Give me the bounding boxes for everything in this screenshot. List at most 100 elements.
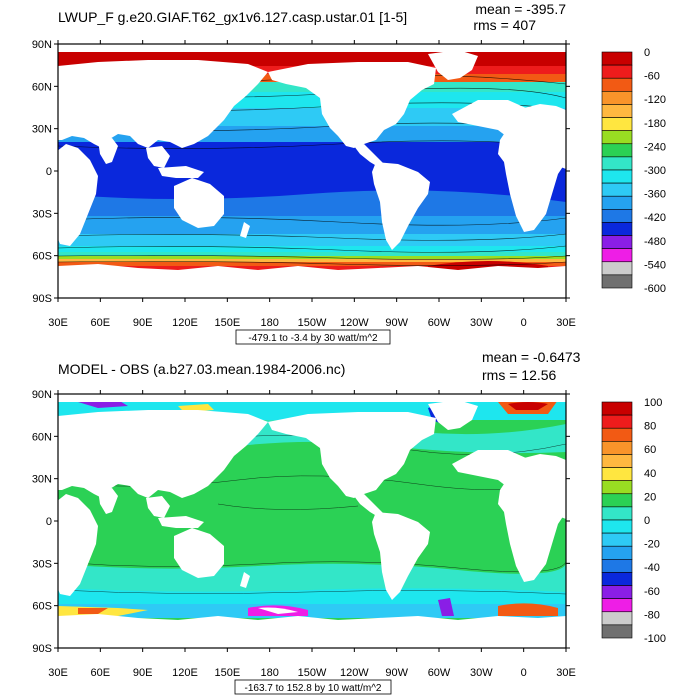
top-rms-label: rms = 407 xyxy=(473,17,536,33)
colorbar-swatch xyxy=(601,427,633,442)
colorbar-swatch xyxy=(601,493,633,508)
bottom-title: MODEL - OBS (a.b27.03.mean.1984-2006.nc) xyxy=(58,361,345,377)
colorbar-label: -480 xyxy=(644,236,666,248)
top-colorbar: 0 -60 -120 -180 -240 -300 -360 -420 -480 -540 -600 xyxy=(601,47,666,295)
colorbar-label: -180 xyxy=(644,118,666,130)
lat-tick-label: 30S xyxy=(32,208,52,220)
colorbar-label: -240 xyxy=(644,141,666,153)
lon-tick-label: 180 xyxy=(260,317,278,329)
lon-tick-label: 120W xyxy=(340,667,369,679)
lon-tick-label: 30W xyxy=(470,317,493,329)
colorbar-swatch xyxy=(601,545,633,560)
colorbar-label: 0 xyxy=(644,47,650,59)
colorbar-swatch xyxy=(601,235,633,249)
top-range-box: -479.1 to -3.4 by 30 watt/m^2 xyxy=(235,329,391,345)
colorbar-swatch xyxy=(601,195,633,210)
bottom-rms-label: rms = 12.56 xyxy=(482,367,557,383)
colorbar-swatch xyxy=(601,64,633,79)
colorbar-swatch xyxy=(601,51,633,66)
lat-tick-label: 60N xyxy=(32,81,52,93)
lon-tick-label: 120E xyxy=(172,317,198,329)
bottom-colorbar: 100 80 60 40 20 0 -20 -40 -60 -80 -100 xyxy=(601,397,666,645)
bottom-map xyxy=(58,394,566,648)
colorbar-swatch xyxy=(601,130,633,145)
lon-tick-label: 90E xyxy=(133,667,153,679)
lon-tick-label: 180 xyxy=(260,667,278,679)
bottom-axes: 90N 60N 30N 0 30S 60S 90S 30E 60E 90E 120E 150E 180 1… xyxy=(32,389,576,679)
colorbar-swatch xyxy=(601,441,633,455)
colorbar-swatch xyxy=(601,104,633,118)
colorbar-swatch xyxy=(601,401,633,416)
lon-tick-label: 30E xyxy=(556,317,576,329)
top-map xyxy=(58,44,566,298)
colorbar-swatch xyxy=(601,77,633,92)
top-mean-label: mean = -395.7 xyxy=(475,1,566,17)
lon-tick-label: 0 xyxy=(521,317,527,329)
colorbar-swatch xyxy=(601,506,633,521)
colorbar-swatch xyxy=(601,519,633,534)
colorbar-label: -600 xyxy=(644,283,666,295)
colorbar-swatch xyxy=(601,414,633,429)
lon-tick-label: 90E xyxy=(133,317,153,329)
colorbar-label: -360 xyxy=(644,189,666,201)
colorbar-swatch xyxy=(601,585,633,599)
colorbar-label: 0 xyxy=(644,515,650,527)
colorbar-swatch xyxy=(601,143,633,158)
bottom-range-box: -163.7 to 152.8 by 10 watt/m^2 xyxy=(234,679,392,695)
colorbar-label: -540 xyxy=(644,259,666,271)
lon-tick-label: 30E xyxy=(48,317,68,329)
colorbar-label: 20 xyxy=(644,491,656,503)
colorbar-swatch xyxy=(601,559,633,573)
lat-tick-label: 90N xyxy=(32,39,52,51)
colorbar-label: -40 xyxy=(644,562,660,574)
lat-tick-label: 30S xyxy=(32,558,52,570)
top-panel: LWUP_F g.e20.GIAF.T62_gx1v6.127.casp.ust… xyxy=(32,1,666,345)
colorbar-swatch xyxy=(601,248,633,263)
lon-tick-label: 30E xyxy=(48,667,68,679)
lat-tick-label: 60S xyxy=(32,601,52,613)
lon-tick-label: 60W xyxy=(428,667,451,679)
lon-tick-label: 120W xyxy=(340,317,369,329)
colorbar-swatch xyxy=(601,182,633,197)
colorbar-swatch xyxy=(601,274,633,289)
colorbar-label: -20 xyxy=(644,539,660,551)
lat-tick-label: 60S xyxy=(32,251,52,263)
lon-tick-label: 150W xyxy=(298,317,327,329)
bottom-range-label: -163.7 to 152.8 by 10 watt/m^2 xyxy=(245,683,382,694)
colorbar-swatch xyxy=(601,611,633,626)
lon-tick-label: 60W xyxy=(428,317,451,329)
colorbar-swatch xyxy=(601,209,633,223)
colorbar-swatch xyxy=(601,169,633,184)
colorbar-swatch xyxy=(601,624,633,639)
lat-tick-label: 60N xyxy=(32,431,52,443)
lon-tick-label: 30W xyxy=(470,667,493,679)
lat-tick-label: 0 xyxy=(46,516,52,528)
colorbar-label: -60 xyxy=(644,586,660,598)
colorbar-label: -60 xyxy=(644,71,660,83)
colorbar-label: -420 xyxy=(644,212,666,224)
colorbar-swatch xyxy=(601,572,633,586)
top-title: LWUP_F g.e20.GIAF.T62_gx1v6.127.casp.ust… xyxy=(58,9,407,25)
colorbar-swatch xyxy=(601,467,633,481)
colorbar-label: 40 xyxy=(644,468,656,480)
colorbar-label: 60 xyxy=(644,444,656,456)
lon-tick-label: 150E xyxy=(214,667,240,679)
lon-tick-label: 60E xyxy=(91,667,111,679)
lon-tick-label: 150E xyxy=(214,317,240,329)
top-range-label: -479.1 to -3.4 by 30 watt/m^2 xyxy=(248,333,378,344)
lat-tick-label: 0 xyxy=(46,166,52,178)
colorbar-swatch xyxy=(601,156,633,171)
lat-tick-label: 90S xyxy=(32,643,52,655)
colorbar-swatch xyxy=(601,532,633,547)
colorbar-label: -300 xyxy=(644,165,666,177)
colorbar-swatch xyxy=(601,222,633,236)
colorbar-label: 80 xyxy=(644,421,656,433)
lat-tick-label: 30N xyxy=(32,474,52,486)
lon-tick-label: 90W xyxy=(385,667,408,679)
bottom-mean-label: mean = -0.6473 xyxy=(482,349,581,365)
colorbar-swatch xyxy=(601,91,633,105)
lon-tick-label: 90W xyxy=(385,317,408,329)
colorbar-swatch xyxy=(601,454,633,468)
lon-tick-label: 150W xyxy=(298,667,327,679)
colorbar-swatch xyxy=(601,598,633,613)
